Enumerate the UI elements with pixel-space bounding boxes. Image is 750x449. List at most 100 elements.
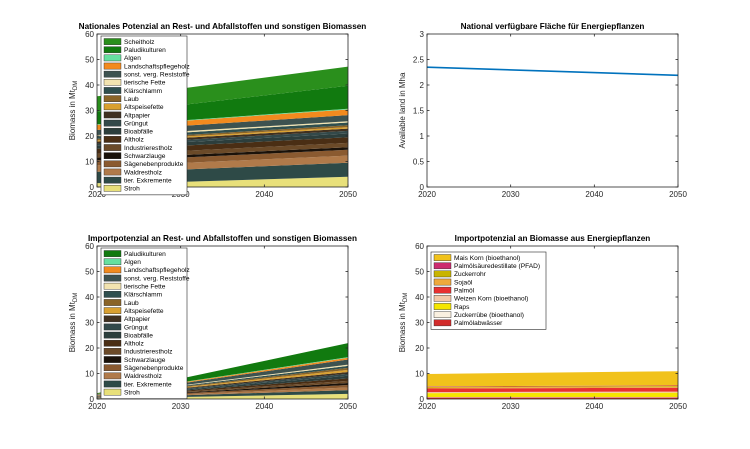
legend-swatch — [103, 315, 122, 323]
y-tick-label: 50 — [85, 56, 94, 65]
legend-swatch — [103, 274, 122, 282]
legend-swatch — [433, 262, 452, 270]
legend-entry: Scheitholz — [124, 39, 154, 46]
y-tick-label: 30 — [85, 107, 94, 116]
legend-entry: Grüngut — [124, 120, 148, 127]
y-tick-label: 0.5 — [413, 158, 425, 167]
chart-title: Importpotenzial an Biomasse aus Energiep… — [455, 234, 651, 243]
legend-entry: Raps — [454, 304, 470, 311]
x-tick-label: 2040 — [255, 402, 273, 411]
legend-entry: Landschaftspflegeholz — [124, 267, 190, 274]
y-tick-label: 60 — [85, 242, 94, 251]
legend-entry: Weizen Korn (bioethanol) — [454, 296, 528, 303]
area-series-4-5 — [427, 387, 678, 393]
legend-entry: Industrierestholz — [124, 145, 172, 152]
y-tick-label: 50 — [415, 268, 424, 277]
legend-swatch — [103, 176, 122, 184]
legend-entry: Palmölabwässer — [454, 320, 503, 327]
legend-swatch — [103, 87, 122, 94]
y-tick-label: 40 — [85, 293, 94, 302]
legend-swatch — [103, 331, 122, 339]
legend-swatch — [103, 388, 122, 396]
legend-swatch — [433, 303, 452, 310]
legend-swatch — [103, 299, 122, 306]
y-axis-label: Biomass in MtDM — [68, 293, 79, 353]
x-tick-label: 2050 — [339, 402, 357, 411]
legend-entry: Altpapier — [124, 316, 151, 323]
legend-entry: Schwarzlauge — [124, 153, 166, 160]
area-series-4-7 — [427, 386, 678, 388]
legend-swatch — [103, 372, 122, 380]
legend-swatch — [103, 282, 122, 290]
legend-entry: Sägenebenprodukte — [124, 365, 184, 372]
legend-entry: Bioabfälle — [124, 129, 153, 136]
legend-swatch — [103, 54, 122, 62]
legend-entry: Paludikulturen — [124, 47, 166, 54]
x-tick-label: 2050 — [669, 402, 687, 411]
y-axis-label: Available land in Mha — [398, 72, 407, 148]
legend-entry: Mais Korn (bioethanol) — [454, 255, 520, 262]
y-tick-label: 20 — [415, 344, 424, 353]
x-tick-label: 2030 — [502, 190, 520, 199]
line-series-2-1 — [426, 66, 679, 77]
legend-swatch — [433, 278, 452, 286]
legend-swatch — [103, 119, 122, 127]
legend-entry: Laub — [124, 300, 139, 307]
area-series-4-6 — [427, 386, 678, 389]
y-tick-label: 2 — [420, 81, 425, 90]
y-tick-label: 20 — [85, 132, 94, 141]
legend-swatch — [103, 307, 122, 314]
legend-entry: Waldrestholz — [124, 169, 162, 176]
legend-entry: Palmölsäuredestillate (PFAD) — [454, 263, 540, 270]
x-tick-label: 2040 — [585, 402, 603, 411]
legend-swatch — [103, 168, 122, 176]
legend-swatch — [103, 364, 122, 372]
legend-entry: Stroh — [124, 389, 140, 396]
legend-entry: Zuckerrohr — [454, 271, 487, 278]
x-tick-label: 2040 — [585, 190, 603, 199]
y-axis-label: Biomass in MtDM — [398, 293, 409, 353]
legend-entry: Altpapier — [124, 112, 151, 119]
legend-entry: tier. Exkremente — [124, 381, 172, 388]
x-tick-label: 2020 — [418, 190, 436, 199]
legend-swatch — [103, 95, 122, 102]
legend-entry: Altspeisefette — [124, 104, 164, 111]
legend-entry: Palmöl — [454, 288, 475, 295]
legend-swatch — [103, 70, 122, 78]
x-tick-label: 2030 — [502, 402, 520, 411]
chart-panel-1: 01020304050602020203020402050Nationales … — [68, 22, 366, 199]
legend-entry: Altspeisefette — [124, 308, 164, 315]
legend-entry: Zuckerrübe (bioethanol) — [454, 312, 524, 319]
legend-entry: Klärschlamm — [124, 292, 163, 299]
chart-panel-2: 0 0.5 1 1.5 2 2.5 3 2020 2030 2040 2050 National ve… — [398, 22, 687, 199]
legend-entry: Altholz — [124, 341, 144, 348]
chart-title: Importpotenzial an Rest- und Abfallstoff… — [88, 234, 357, 243]
legend-swatch — [103, 144, 122, 151]
legend-entry: Sägenebenprodukte — [124, 161, 184, 168]
legend-entry: sonst. verg. Reststoffe — [124, 275, 190, 282]
legend-swatch — [103, 136, 122, 143]
legend-swatch — [433, 311, 452, 318]
legend-entry: Grüngut — [124, 324, 148, 331]
y-tick-label: 10 — [85, 370, 94, 379]
legend: Mais Korn (bioethanol)Palmölsäuredestill… — [430, 251, 547, 330]
y-tick-label: 30 — [415, 319, 424, 328]
legend-swatch — [103, 79, 122, 86]
y-tick-label: 0 — [90, 395, 95, 404]
x-tick-label: 2040 — [255, 190, 273, 199]
legend-swatch — [433, 295, 452, 302]
legend-swatch — [433, 286, 452, 294]
y-tick-label: 0 — [420, 183, 425, 192]
legend-entry: Sojaöl — [454, 279, 473, 286]
legend: ScheitholzPaludikulturenAlgenLandschafts… — [100, 35, 190, 196]
legend-entry: Industrierestholz — [124, 349, 172, 356]
legend-swatch — [103, 46, 122, 54]
legend-swatch — [103, 356, 122, 363]
legend-entry: Algen — [124, 259, 141, 266]
legend-entry: Paludikulturen — [124, 251, 166, 258]
legend-swatch — [103, 250, 122, 257]
legend-swatch — [103, 62, 122, 70]
